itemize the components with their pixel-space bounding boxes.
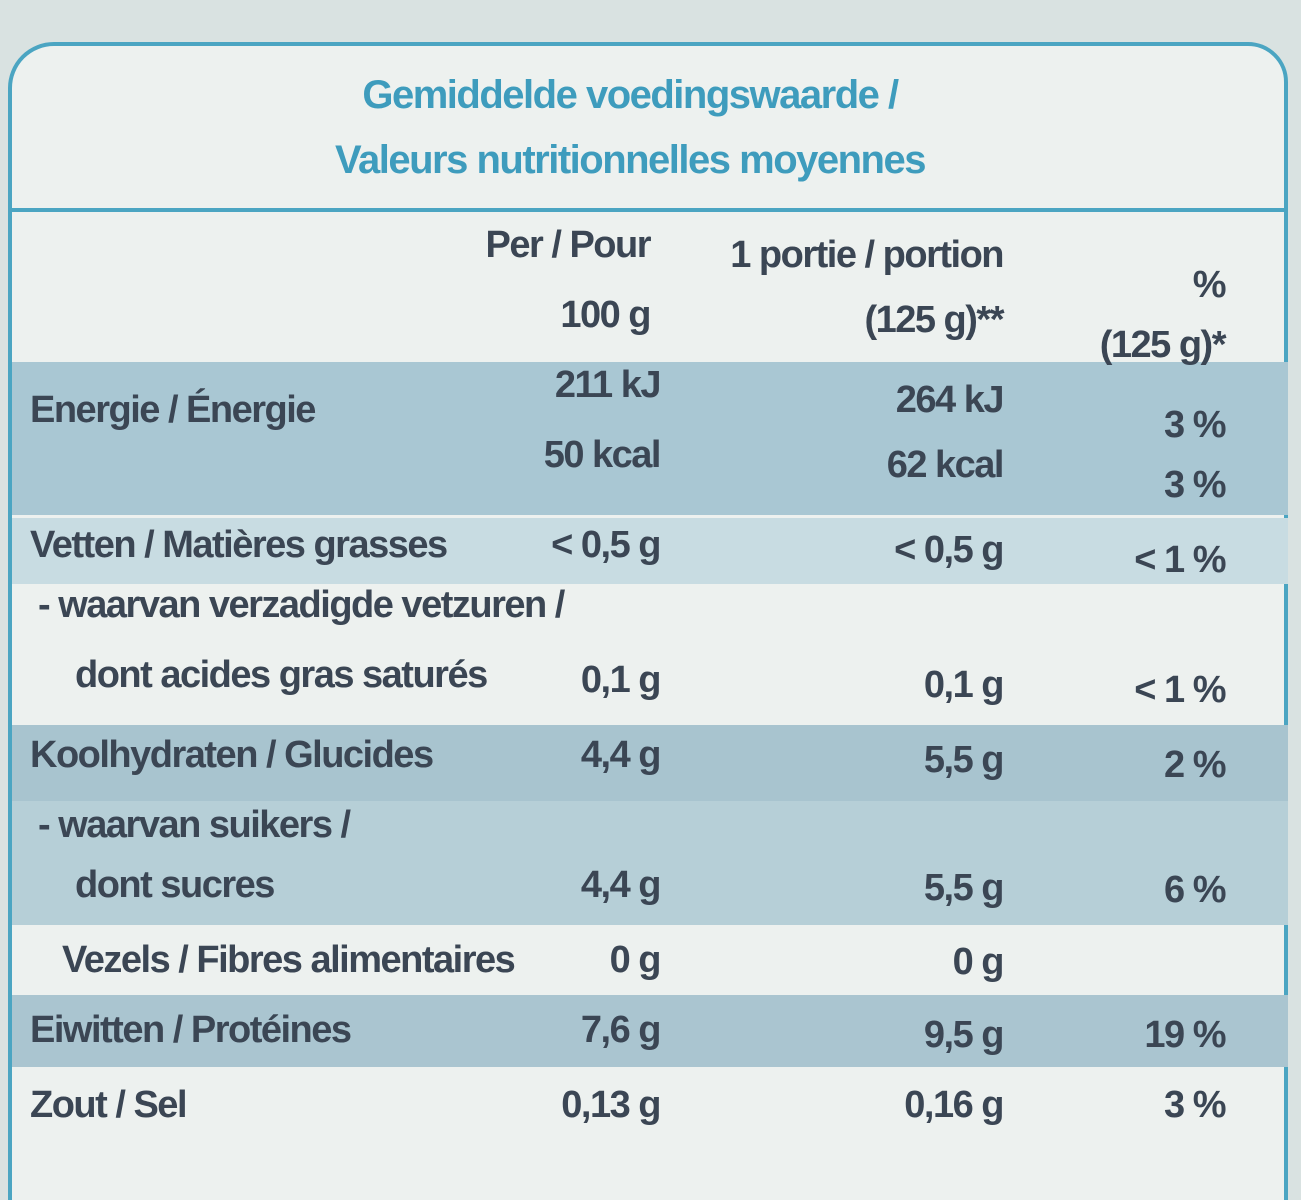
row-value: 0,1 g: [580, 659, 662, 701]
row-band: [12, 725, 1288, 801]
row-value: 4,4 g: [580, 734, 662, 776]
row-value: 9,5 g: [923, 1014, 1005, 1056]
row-value: 0,16 g: [904, 1084, 1004, 1126]
row-value: 62 kcal: [886, 444, 1005, 486]
row-value: < 0,5 g: [894, 529, 1004, 571]
row-label: Energie / Énergie: [30, 389, 316, 431]
row-value: 0 g: [952, 941, 1005, 983]
row-value: 3 %: [1164, 404, 1226, 446]
row-value: < 1 %: [1134, 669, 1226, 711]
row-band: [12, 995, 1288, 1067]
column-header: %: [1192, 264, 1227, 306]
column-header: 1 portie / portion: [730, 234, 1004, 276]
row-label: Eiwitten / Protéines: [30, 1009, 352, 1051]
row-label: Vetten / Matières grasses: [30, 524, 448, 566]
row-label: dont acides gras saturés: [75, 654, 488, 696]
row-value: 0,1 g: [923, 664, 1005, 706]
row-value: 19 %: [1144, 1014, 1226, 1056]
row-band: [12, 362, 1288, 515]
column-header: 100 g: [560, 294, 651, 336]
title-separator: [8, 208, 1288, 212]
row-value: 50 kcal: [543, 434, 662, 476]
row-value: 5,5 g: [923, 867, 1005, 909]
row-value: 211 kJ: [554, 364, 662, 406]
row-band: [12, 801, 1288, 925]
column-header: (125 g)**: [864, 299, 1004, 341]
row-label: Vezels / Fibres alimentaires: [62, 939, 516, 981]
row-value: < 1 %: [1134, 539, 1226, 581]
row-value: 6 %: [1164, 869, 1226, 911]
row-label: - waarvan verzadigde vetzuren /: [38, 584, 565, 626]
row-value: 7,6 g: [580, 1009, 662, 1051]
title-line: Valeurs nutritionnelles moyennes: [335, 138, 926, 182]
row-label: - waarvan suikers /: [38, 804, 351, 846]
row-value: < 0,5 g: [551, 524, 661, 566]
row-label: dont sucres: [75, 864, 275, 906]
row-value: 3 %: [1164, 1084, 1226, 1126]
row-value: 0,13 g: [561, 1084, 661, 1126]
row-label: Zout / Sel: [30, 1084, 188, 1126]
row-value: 5,5 g: [923, 739, 1005, 781]
row-value: 0 g: [609, 939, 662, 981]
title-line: Gemiddelde voedingswaarde /: [362, 73, 899, 117]
row-value: 4,4 g: [580, 864, 662, 906]
column-header: (125 g)*: [1099, 324, 1227, 366]
row-value: 2 %: [1164, 744, 1226, 786]
row-label: Koolhydraten / Glucides: [30, 734, 434, 776]
row-value: 3 %: [1164, 464, 1226, 506]
row-band: [12, 518, 1288, 584]
row-value: 264 kJ: [895, 379, 1005, 421]
column-header: Per / Pour: [485, 224, 652, 266]
